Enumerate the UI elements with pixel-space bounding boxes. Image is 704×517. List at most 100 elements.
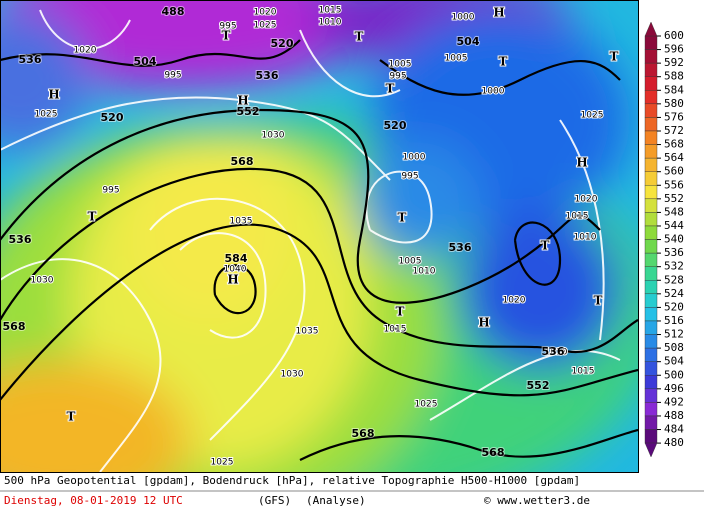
isobar-label: 1005	[389, 60, 412, 70]
pressure-center: T	[396, 305, 405, 319]
colorbar-cell	[644, 35, 658, 50]
colorbar-cell	[644, 49, 658, 64]
isobar-label: 1010	[413, 267, 436, 277]
contour-label: 568	[231, 155, 254, 168]
colorbar-cell	[644, 144, 658, 159]
isobar-label: 995	[389, 72, 406, 82]
contour-label: 536	[449, 241, 472, 254]
colorbar-label: 588	[664, 70, 684, 83]
isobar-label: 1030	[262, 131, 285, 141]
colorbar-bottom-arrow	[644, 442, 658, 458]
pressure-center: H	[478, 316, 489, 330]
footer-source: © www.wetter3.de	[484, 494, 590, 507]
pressure-center: T	[499, 55, 508, 69]
colorbar-cell	[644, 185, 658, 200]
isobar-label: 1000	[403, 153, 426, 163]
colorbar-label: 556	[664, 178, 684, 191]
pressure-center: T	[355, 30, 364, 44]
contour-label: 552	[527, 379, 550, 392]
colorbar-label: 592	[664, 56, 684, 69]
isobar-label: 1035	[296, 327, 319, 337]
isobar-label: 1015	[566, 212, 589, 222]
pressure-center: T	[594, 294, 603, 308]
colorbar-cell	[644, 429, 658, 444]
colorbar-label: 484	[664, 423, 684, 436]
colorbar-label: 536	[664, 246, 684, 259]
colorbar-label: 596	[664, 43, 684, 56]
isobar-label: 1010	[545, 348, 568, 358]
pressure-center: T	[67, 410, 76, 424]
colorbar-label: 568	[664, 138, 684, 151]
colorbar-label: 560	[664, 165, 684, 178]
isobar-label: 1020	[254, 8, 277, 18]
isobar-label: 1040	[224, 265, 247, 275]
isobar-label: 1020	[74, 46, 97, 56]
colorbar-cell	[644, 198, 658, 213]
isobar-label: 1035	[230, 217, 253, 227]
colorbar-cell	[644, 171, 658, 186]
colorbar-label: 488	[664, 409, 684, 422]
colorbar-label: 508	[664, 341, 684, 354]
contour-label: 536	[9, 233, 32, 246]
contour-label: 568	[482, 446, 505, 459]
colorbar-label: 584	[664, 83, 684, 96]
colorbar-label: 520	[664, 300, 684, 313]
contour-label: 568	[352, 427, 375, 440]
colorbar-cell	[644, 347, 658, 362]
isobar-label: 1015	[319, 6, 342, 16]
colorbar-label: 532	[664, 260, 684, 273]
isobar-label: 1025	[211, 458, 234, 468]
pressure-center: T	[398, 211, 407, 225]
isobar-label: 1010	[319, 18, 342, 28]
pressure-center: H	[493, 6, 504, 20]
pressure-center: T	[222, 29, 231, 43]
colorbar-label: 500	[664, 368, 684, 381]
isobar-label: 1000	[452, 13, 475, 23]
footer-run: (Analyse)	[306, 494, 366, 507]
pressure-center: T	[610, 50, 619, 64]
map-frame	[0, 0, 639, 473]
isobar-label: 1015	[384, 325, 407, 335]
footer-date: Dienstag, 08-01-2019 12 UTC	[4, 494, 183, 507]
contour-label: 552	[237, 105, 260, 118]
isobar-label: 1000	[482, 87, 505, 97]
colorbar-label: 580	[664, 97, 684, 110]
colorbar-label: 528	[664, 273, 684, 286]
colorbar-label: 600	[664, 29, 684, 42]
pressure-center: H	[237, 94, 248, 108]
colorbar-label: 516	[664, 314, 684, 327]
colorbar-label: 548	[664, 205, 684, 218]
colorbar-cell	[644, 388, 658, 403]
isobar-label: 995	[219, 22, 236, 32]
isobar-label: 1025	[415, 400, 438, 410]
contour-label: 520	[101, 111, 124, 124]
isobar-lines	[0, 9, 621, 472]
colorbar-label: 544	[664, 219, 684, 232]
pressure-center: T	[541, 239, 550, 253]
geopotential-lines	[0, 39, 638, 461]
colorbar-label: 564	[664, 151, 684, 164]
contour-label: 584	[225, 252, 248, 265]
colorbar-cell	[644, 293, 658, 308]
contour-label: 504	[134, 55, 157, 68]
isobar-label: 1015	[572, 367, 595, 377]
colorbar-cell	[644, 280, 658, 295]
isobar-label: 1025	[254, 21, 277, 31]
isobar-label: 1005	[445, 54, 468, 64]
isobar-label: 1020	[575, 195, 598, 205]
colorbar-cell	[644, 90, 658, 105]
colorbar-label: 552	[664, 192, 684, 205]
colorbar-cell	[644, 402, 658, 417]
colorbar-cell	[644, 375, 658, 390]
isobar-label: 1005	[399, 257, 422, 267]
contour-label: 504	[457, 35, 480, 48]
isobar-label: 995	[164, 71, 181, 81]
footer-model: (GFS)	[258, 494, 291, 507]
pressure-center: H	[576, 156, 587, 170]
isobar-label: 1030	[31, 276, 54, 286]
pressure-center: T	[88, 210, 97, 224]
contour-label: 520	[384, 119, 407, 132]
colorbar-top-arrow	[644, 21, 658, 37]
contour-label: 568	[3, 320, 26, 333]
map-field	[0, 0, 638, 472]
